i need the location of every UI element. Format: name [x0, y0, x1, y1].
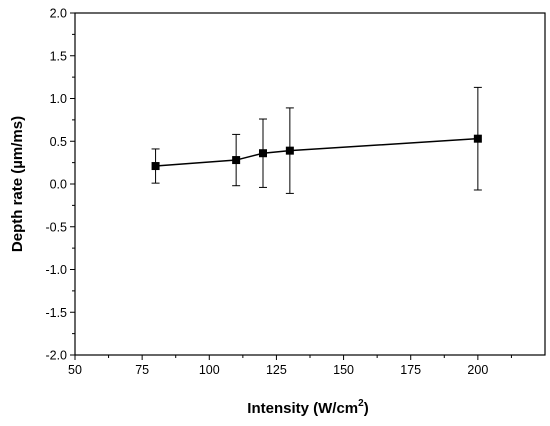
data-line — [155, 137, 478, 167]
x-tick-label: 75 — [135, 363, 149, 377]
error-bars — [151, 86, 482, 194]
y-tick-label: 2.0 — [50, 7, 67, 21]
y-tick-label: -2.0 — [45, 349, 67, 363]
tick-labels: 50 75 100 125 150 175 200 -2.0 -1.5 -1.0 -0.5 0.0 0.… — [45, 7, 488, 378]
y-axis-title: Depth rate (µm/ms) — [9, 116, 26, 252]
data-point — [473, 134, 482, 143]
data-point — [151, 162, 160, 171]
ticks — [70, 12, 512, 360]
y-tick-label: 0.0 — [50, 178, 67, 192]
markers — [151, 134, 482, 171]
y-tick-label: 1.5 — [50, 49, 67, 63]
x-axis-title-superscript: 2 — [358, 398, 364, 409]
y-tick-label: 1.0 — [50, 92, 67, 106]
y-tick-label: -1.5 — [45, 306, 67, 320]
x-axis-title: Intensity (W/cm2) — [247, 398, 368, 417]
x-tick-label: 100 — [199, 363, 220, 377]
series-line — [155, 137, 478, 167]
y-tick-label: 0.5 — [50, 135, 67, 149]
data-point — [259, 149, 267, 158]
y-tick-label: -1.0 — [45, 263, 67, 277]
x-tick-label: 50 — [68, 363, 82, 377]
plot-frame — [74, 12, 546, 356]
x-tick-label: 125 — [266, 363, 287, 377]
y-tick-label: -0.5 — [45, 220, 67, 234]
x-tick-label: 175 — [400, 363, 421, 377]
data-point — [285, 146, 294, 155]
x-tick-label: 150 — [333, 363, 354, 377]
axes — [74, 12, 546, 356]
x-axis-title-suffix: ) — [364, 400, 369, 417]
x-axis-title-main: Intensity (W/cm — [247, 400, 358, 417]
data-point — [232, 156, 241, 165]
x-tick-label: 200 — [467, 363, 488, 377]
